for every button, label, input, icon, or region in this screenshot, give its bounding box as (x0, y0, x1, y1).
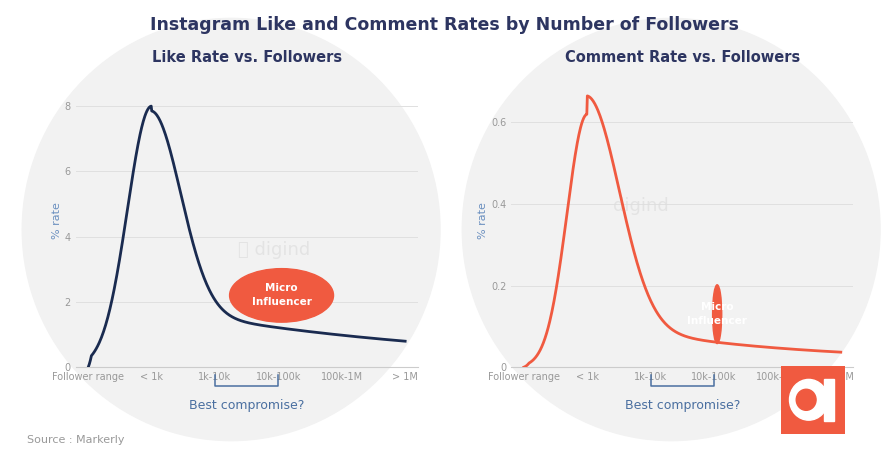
Circle shape (713, 285, 722, 343)
Title: Like Rate vs. Followers: Like Rate vs. Followers (152, 50, 341, 65)
Text: ⓓ digind: ⓓ digind (238, 241, 310, 259)
Text: Micro
Influencer: Micro Influencer (252, 283, 311, 308)
Circle shape (789, 380, 828, 420)
Text: Micro
Influencer: Micro Influencer (687, 302, 747, 326)
Bar (824, 379, 834, 421)
Circle shape (797, 389, 816, 410)
Y-axis label: % rate: % rate (478, 202, 488, 239)
Title: Comment Rate vs. Followers: Comment Rate vs. Followers (565, 50, 800, 65)
FancyBboxPatch shape (775, 360, 850, 439)
Text: Best compromise?: Best compromise? (189, 399, 304, 412)
Text: Best compromise?: Best compromise? (625, 399, 740, 412)
Circle shape (229, 269, 333, 322)
Text: Instagram Like and Comment Rates by Number of Followers: Instagram Like and Comment Rates by Numb… (150, 16, 739, 34)
Text: digind: digind (613, 196, 669, 215)
Y-axis label: % rate: % rate (52, 202, 61, 239)
Text: Source : Markerly: Source : Markerly (27, 435, 124, 445)
